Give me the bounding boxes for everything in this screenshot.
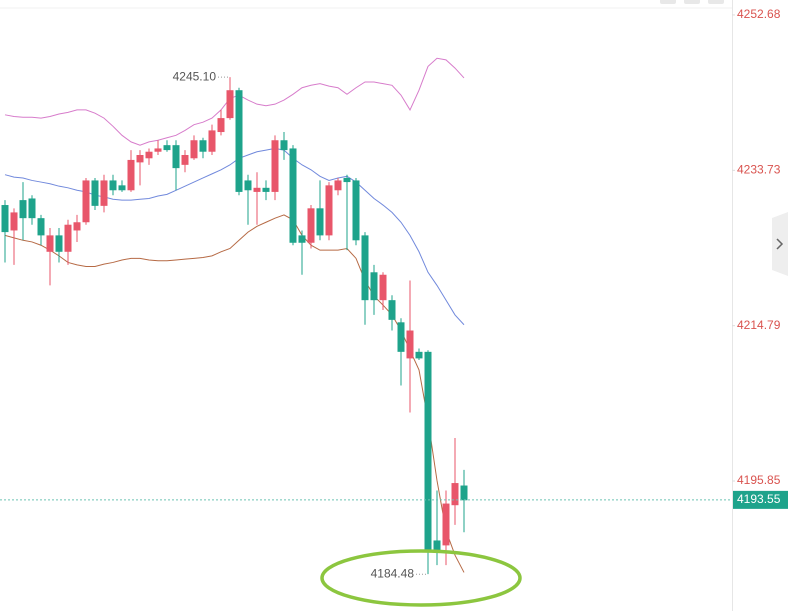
candle-body — [64, 224, 72, 252]
candle-body — [433, 540, 441, 552]
y-tick-label: 4214.79 — [737, 318, 781, 332]
candle-body — [271, 140, 279, 192]
expand-arrow — [776, 238, 784, 250]
candle-body — [334, 180, 342, 191]
candle-body — [217, 118, 225, 133]
candle-body — [379, 274, 387, 301]
candle-body — [460, 485, 468, 501]
toolbar-button[interactable] — [708, 0, 724, 4]
candle-body — [190, 140, 198, 159]
candle-body — [172, 145, 180, 169]
annotation-label: 4184.48 — [371, 566, 415, 580]
candle-body — [37, 218, 45, 236]
y-tick-label: 4195.85 — [737, 473, 781, 487]
highlight-ellipse — [320, 549, 522, 607]
candle-body — [280, 140, 288, 151]
candle-body — [370, 272, 378, 301]
candle-body — [181, 155, 189, 165]
last-price-box — [733, 490, 788, 509]
candle-body — [424, 351, 432, 551]
candle-body — [316, 208, 324, 236]
candle-body — [154, 148, 162, 152]
candle-body — [253, 187, 261, 192]
plot-area: 4245.10 4184.48 — [0, 57, 732, 580]
candle-body — [136, 155, 144, 163]
candle-body — [100, 180, 108, 206]
expand-tab[interactable] — [772, 212, 788, 276]
candle-body — [289, 148, 297, 243]
candle-body — [82, 180, 90, 223]
candle-body — [406, 330, 414, 359]
candle-body — [163, 145, 171, 151]
candle-body — [397, 322, 405, 352]
candle-body — [10, 212, 18, 231]
candle-body — [442, 503, 450, 546]
candle-body — [325, 185, 333, 236]
band-line — [4, 147, 465, 326]
candle-body — [109, 180, 117, 191]
candle-body — [352, 180, 360, 241]
candle-body — [451, 483, 459, 506]
candle-body — [298, 235, 306, 243]
candle-body — [235, 90, 243, 192]
candle-body — [388, 300, 396, 320]
candle-body — [46, 235, 54, 252]
band-line — [4, 214, 465, 573]
annotation-label: 4245.10 — [173, 69, 217, 83]
toolbar-button[interactable] — [660, 0, 676, 4]
candle-body — [28, 198, 36, 219]
candle-body — [127, 159, 135, 191]
band-line — [4, 57, 465, 146]
candle-body — [118, 185, 126, 191]
candle-body — [307, 208, 315, 243]
candle-body — [19, 200, 27, 219]
candle-body — [415, 351, 423, 359]
candle-body — [226, 90, 234, 119]
candle-body — [208, 130, 216, 152]
toolbar-button[interactable] — [684, 0, 700, 4]
last-price-label: 4193.55 — [737, 492, 781, 506]
candle-body — [91, 180, 99, 206]
candle-body — [55, 235, 63, 252]
candle-body — [73, 222, 81, 231]
y-tick-label: 4252.68 — [737, 7, 781, 21]
candle-body — [199, 140, 207, 152]
candle-body — [361, 235, 369, 301]
candle-body — [343, 177, 351, 183]
candle-body — [1, 205, 9, 233]
candle-body — [244, 180, 252, 191]
y-tick-label: 4233.73 — [737, 163, 781, 177]
candle-body — [145, 151, 153, 159]
candle-body — [262, 187, 270, 192]
